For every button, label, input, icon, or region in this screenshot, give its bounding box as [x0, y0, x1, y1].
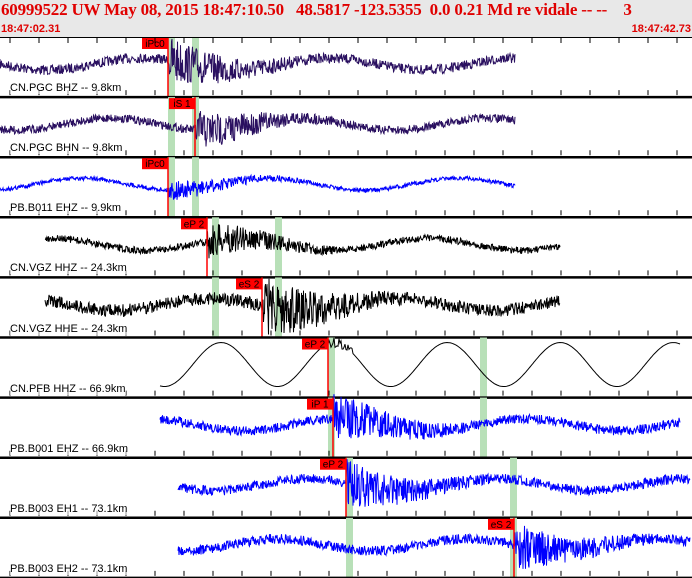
pick-window: [346, 457, 353, 518]
trace-label: PB.B003 EH1 -- 73.1km: [10, 502, 128, 515]
pick-label: iPc0: [145, 159, 165, 170]
pick-label: eS 2: [239, 279, 260, 290]
waveform-trace[interactable]: [159, 394, 681, 440]
pick-flag[interactable]: [307, 398, 333, 410]
trace-label: PB.B003 EH2 -- 73.1km: [10, 562, 128, 575]
waveform-trace[interactable]: [0, 38, 516, 84]
pick-window: [480, 397, 487, 458]
waveform-trace[interactable]: [0, 173, 516, 200]
pick-window: [510, 457, 517, 518]
pick-flag[interactable]: [488, 518, 514, 530]
event-header: 60999522 UW May 08, 2015 18:47:10.50 48.…: [0, 0, 692, 37]
pick-window: [328, 337, 335, 398]
pick-label: iS 1: [173, 99, 191, 110]
pick-window: [168, 37, 175, 98]
trace-label: CN.PGC BHZ -- 9.8km: [10, 82, 122, 95]
start-time: 18:47:02.31: [1, 23, 61, 35]
waveform-trace[interactable]: [159, 337, 681, 387]
event-title: 60999522 UW May 08, 2015 18:47:10.50 48.…: [1, 0, 632, 19]
pick-label: eP 2: [305, 340, 326, 351]
pick-flag[interactable]: [302, 338, 328, 350]
waveform-trace[interactable]: [44, 224, 561, 259]
pick-label: eP 2: [184, 219, 205, 230]
pick-flag[interactable]: [169, 98, 195, 110]
pick-window: [275, 217, 282, 278]
trace-label: PB.B001 EHZ -- 66.9km: [10, 442, 128, 455]
waveform-trace[interactable]: [177, 459, 691, 507]
trace-label: CN.VGZ HHE -- 24.3km: [10, 322, 128, 335]
pick-window: [275, 277, 282, 338]
pick-window: [168, 97, 175, 158]
trace-label: PB.B011 EHZ -- 9.9km: [10, 202, 122, 215]
pick-window: [192, 37, 199, 98]
pick-label: iP 1: [311, 400, 328, 411]
waveform-trace[interactable]: [177, 525, 691, 569]
pick-label: eP 2: [323, 460, 344, 471]
pick-label: iPc0: [145, 39, 165, 50]
pick-flag[interactable]: [320, 458, 346, 470]
pick-flag[interactable]: [236, 278, 262, 290]
waveform-trace[interactable]: [44, 278, 561, 335]
trace-label: CN.PFB HHZ -- 66.9km: [10, 382, 126, 395]
end-time: 18:47:42.73: [631, 23, 691, 35]
trace-label: CN.VGZ HHZ -- 24.3km: [10, 262, 127, 275]
pick-label: eS 2: [491, 520, 512, 531]
pick-window: [328, 397, 335, 458]
trace-label: CN.PGC BHN -- 9.8km: [10, 142, 123, 155]
pick-flag[interactable]: [142, 38, 168, 49]
pick-window: [480, 337, 487, 398]
waveform-trace[interactable]: [0, 111, 516, 147]
pick-flag[interactable]: [181, 218, 207, 230]
seismogram-panel[interactable]: iPc0 iS 1 iPc0 eP 2 eS 2 eP 2 iP 1 eP 2 eS 2: [0, 37, 692, 578]
pick-flag[interactable]: [142, 158, 168, 170]
pick-window: [212, 277, 219, 338]
